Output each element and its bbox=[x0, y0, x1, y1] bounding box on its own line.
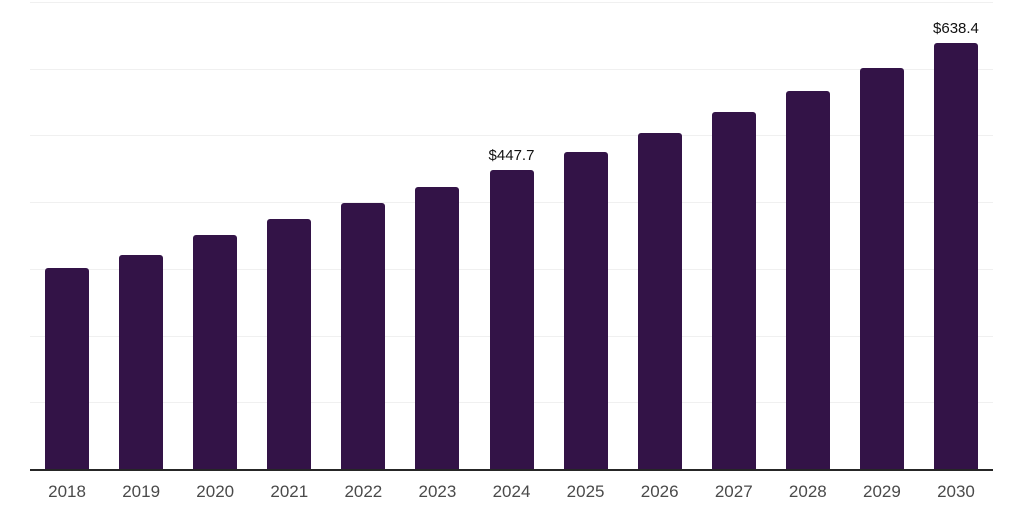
bar-group bbox=[771, 2, 845, 469]
bar-group bbox=[30, 2, 104, 469]
bar-group bbox=[104, 2, 178, 469]
bar-group bbox=[623, 2, 697, 469]
x-axis-labels: 2018 2019 2020 2021 2022 2023 2024 2025 2026 2027… bbox=[30, 482, 993, 502]
x-axis-tick-label: 2020 bbox=[196, 482, 235, 501]
bar bbox=[563, 152, 608, 469]
bar bbox=[785, 90, 830, 469]
gridline bbox=[30, 2, 993, 3]
bar bbox=[267, 218, 312, 469]
bar-group bbox=[400, 2, 474, 469]
bars-container: $447.7 $638.4 bbox=[30, 2, 993, 469]
bar bbox=[859, 67, 904, 469]
bar-group bbox=[845, 2, 919, 469]
bar-group bbox=[326, 2, 400, 469]
x-axis-line bbox=[30, 469, 993, 471]
bar-group: $638.4 bbox=[919, 2, 993, 469]
bar bbox=[193, 235, 238, 469]
bar bbox=[711, 112, 756, 469]
x-axis-tick-label: 2030 bbox=[937, 482, 975, 501]
bar bbox=[415, 186, 460, 469]
bar-group bbox=[252, 2, 326, 469]
x-axis-tick-label: 2021 bbox=[270, 482, 309, 501]
bar bbox=[341, 203, 386, 469]
bar-value-label: $447.7 bbox=[488, 146, 535, 164]
plot-area: $447.7 $638.4 bbox=[30, 2, 993, 469]
gridline bbox=[30, 68, 993, 70]
bar-group bbox=[549, 2, 623, 469]
bar bbox=[489, 170, 534, 469]
x-axis-tick-label: 2024 bbox=[492, 482, 531, 501]
x-axis-tick-label: 2028 bbox=[788, 482, 827, 501]
bar bbox=[637, 132, 682, 469]
x-axis-tick-label: 2027 bbox=[714, 482, 753, 501]
x-axis-tick-label: 2019 bbox=[122, 482, 161, 501]
bar-value-label: $638.4 bbox=[933, 19, 979, 37]
gridline bbox=[30, 135, 993, 137]
bar-group bbox=[697, 2, 771, 469]
bar bbox=[45, 268, 90, 469]
bar-group bbox=[178, 2, 252, 469]
bar-group: $447.7 bbox=[474, 2, 548, 469]
x-axis-tick-label: 2026 bbox=[640, 482, 679, 501]
x-axis-tick-label: 2025 bbox=[566, 482, 605, 501]
x-axis-tick-label: 2023 bbox=[418, 482, 457, 501]
x-axis-tick-label: 2022 bbox=[344, 482, 383, 501]
bar bbox=[933, 43, 978, 469]
x-axis-tick-label: 2018 bbox=[48, 482, 86, 501]
bar bbox=[119, 254, 164, 469]
x-axis-tick-label: 2029 bbox=[862, 482, 901, 501]
